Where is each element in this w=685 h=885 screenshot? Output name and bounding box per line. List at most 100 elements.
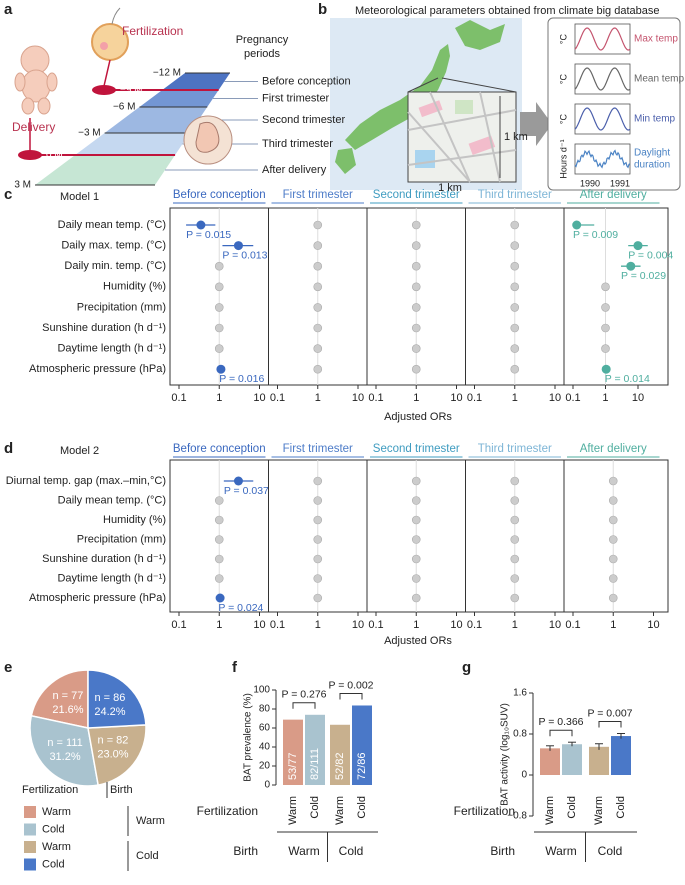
- category-label: Warm: [544, 796, 556, 825]
- x-tick-label: 1: [413, 619, 419, 631]
- or-point: [411, 574, 421, 583]
- or-point: [313, 574, 323, 583]
- or-point: [510, 364, 520, 374]
- column-header: First trimester: [283, 189, 353, 201]
- baby-arm: [46, 72, 58, 92]
- p-label: P = 0.016: [219, 373, 264, 385]
- p-bracket: [339, 692, 363, 700]
- row-label: Birth: [490, 844, 515, 858]
- month-label: −12 M: [153, 68, 181, 79]
- x-tick-label: 0.1: [171, 392, 186, 404]
- x-tick-label: 0.1: [368, 619, 383, 631]
- row-label: Daytime length (h d⁻¹): [57, 343, 166, 355]
- category-label: Cold: [356, 796, 368, 819]
- y-tick-label: 20: [259, 761, 271, 772]
- or-point: [196, 220, 206, 230]
- or-point: [411, 364, 421, 374]
- or-point: [510, 496, 520, 505]
- island: [345, 44, 450, 150]
- month-label: −9 M: [120, 85, 143, 96]
- x-tick-label: 10: [450, 619, 462, 631]
- legend-group: Warm: [136, 815, 165, 827]
- p-label: P = 0.007: [587, 707, 632, 719]
- p-bracket: [549, 729, 573, 737]
- or-point: [601, 323, 610, 333]
- or-point: [411, 476, 421, 486]
- or-point: [510, 282, 520, 292]
- x-tick-label: 0.1: [270, 619, 285, 631]
- group-label: Cold: [339, 844, 364, 858]
- row-label: Fertilization: [454, 804, 515, 818]
- or-point: [411, 282, 421, 292]
- column-header: Third trimester: [478, 443, 552, 455]
- column-header: Second trimester: [373, 189, 460, 201]
- bar: [611, 736, 631, 775]
- bar: [330, 724, 350, 785]
- year-label: 1990: [580, 178, 600, 188]
- or-point: [510, 535, 520, 544]
- or-point: [313, 554, 323, 564]
- model-label: Model 1: [60, 191, 99, 203]
- mini-axis: [574, 103, 631, 135]
- bar: [589, 746, 609, 775]
- or-point: [608, 554, 618, 564]
- panel-label: e: [4, 659, 12, 676]
- scale-label: 1 km: [438, 182, 462, 194]
- y-tick-label: −0.8: [507, 811, 527, 822]
- row-label: Sunshine duration (h d⁻¹): [42, 322, 166, 334]
- nucleus: [100, 42, 108, 50]
- or-point: [313, 220, 323, 230]
- legend-header: Birth: [110, 784, 133, 796]
- bar: [352, 705, 372, 785]
- bar: [562, 744, 582, 775]
- park: [455, 100, 473, 114]
- x-tick-label: 10: [632, 392, 644, 404]
- or-point: [313, 515, 323, 525]
- p-label: P = 0.004: [628, 249, 673, 261]
- island: [335, 148, 356, 174]
- period-band: [162, 73, 230, 90]
- period-band: [104, 107, 208, 133]
- panel-title: Meteorological parameters obtained from …: [355, 5, 660, 17]
- plot-frame: [169, 459, 669, 613]
- scale-label: 1 km: [504, 131, 528, 143]
- or-point: [214, 282, 224, 292]
- month-label: −6 M: [113, 102, 136, 113]
- or-point: [608, 593, 618, 603]
- or-point: [313, 323, 323, 333]
- pin: [103, 59, 111, 87]
- p-label: P = 0.037: [224, 485, 269, 497]
- legend-label: Warm: [42, 841, 71, 853]
- legend-label: Cold: [42, 823, 65, 835]
- mini-name: Min temp: [634, 114, 676, 125]
- pie-slice: [87, 669, 147, 729]
- or-point: [608, 535, 618, 544]
- group-label: Cold: [598, 844, 623, 858]
- water: [415, 150, 435, 168]
- p-label: P = 0.014: [605, 373, 650, 385]
- or-point: [601, 344, 610, 353]
- delivery-label: Delivery: [12, 120, 55, 134]
- p-bracket: [598, 720, 622, 728]
- p-bracket: [292, 702, 316, 709]
- row-label: Precipitation (mm): [77, 301, 166, 313]
- or-point: [214, 574, 224, 583]
- row-label: Humidity (%): [103, 514, 166, 526]
- or-point: [608, 515, 618, 525]
- or-point: [313, 364, 323, 374]
- or-point: [411, 261, 421, 271]
- period-band: [139, 90, 219, 107]
- model-label: Model 2: [60, 445, 99, 457]
- x-tick-label: 1: [512, 392, 518, 404]
- column-header: Second trimester: [373, 443, 460, 455]
- or-point: [633, 241, 643, 251]
- periods-title: Pregnancy: [236, 34, 289, 46]
- year-label: 1991: [610, 178, 630, 188]
- bar: [283, 719, 303, 785]
- or-point: [411, 515, 421, 525]
- or-point: [313, 535, 323, 544]
- mini-unit: °C: [558, 73, 568, 84]
- or-point: [214, 303, 224, 312]
- row-label: Atmospheric pressure (hPa): [29, 363, 166, 375]
- x-tick-label: 1: [602, 392, 608, 404]
